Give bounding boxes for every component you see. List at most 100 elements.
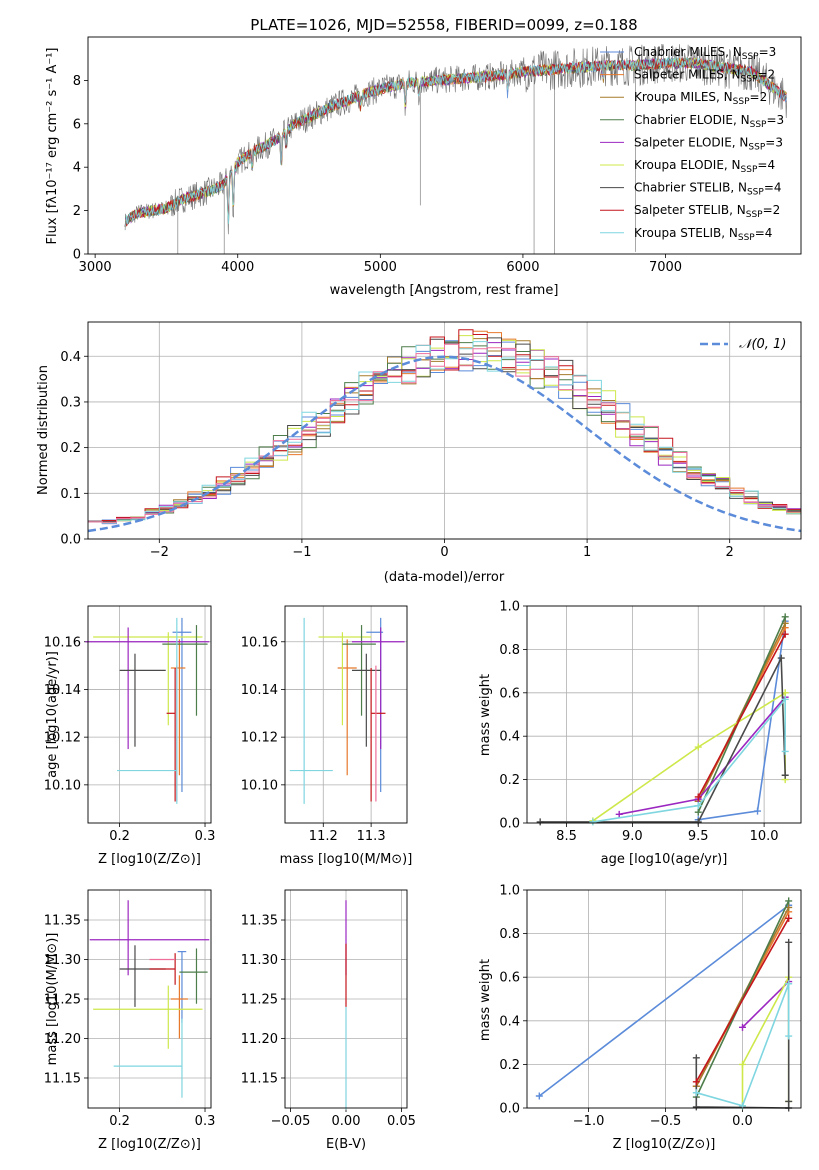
weight-age-ylabel: mass weight	[478, 674, 493, 756]
series-marker-salpeter-elodie	[739, 1023, 747, 1031]
series-marker-kroupa-stelib	[785, 1032, 793, 1040]
y-tick-label: 0	[73, 248, 81, 263]
y-axis-label: age [log10(age/yr)]	[45, 651, 60, 778]
series-marker-chabrier-stelib	[692, 1054, 700, 1062]
y-tick-label: 10.16	[44, 635, 81, 650]
series-marker-salpeter-elodie	[615, 810, 623, 818]
residual-ylabel: Normed distribution	[36, 365, 51, 495]
x-tick-label: 0.3	[195, 1114, 216, 1129]
series-marker-chabrier-stelib	[785, 938, 793, 946]
x-tick-label: 4000	[221, 260, 254, 275]
y-tick-label: 2	[73, 204, 81, 219]
series-line-chabrier-miles	[538, 904, 790, 1097]
x-tick-label: 0.2	[109, 1114, 130, 1129]
y-tick-label: 10.12	[241, 731, 278, 746]
model-spectrum-chabrier-stelib	[124, 57, 787, 227]
series-marker-salpeter-stelib	[785, 914, 793, 922]
y-tick-label: 11.35	[241, 914, 278, 929]
age-vs-mass-panel: 11.2 11.3 10.10 10.12 10.14 10.16 mass [log10(…	[241, 605, 413, 867]
series-marker-kroupa-elodie	[694, 743, 702, 751]
y-tick-label: 0.2	[60, 441, 81, 456]
x-tick-label: 11.2	[309, 829, 338, 844]
weight-vs-age-panel: mass weight 8.5 9.0 9.5 10.0 0.0 0.2 0.4 0.6 0.8…	[478, 600, 802, 867]
y-tick-label: 0.4	[499, 1014, 520, 1029]
x-tick-label: 9.5	[688, 829, 709, 844]
axes-frame	[87, 889, 212, 1109]
mass-vs-ebv-panel: E(B-V) −0.05 0.00 0.05 11.15 11.20 11.25 11.30…	[241, 889, 416, 1152]
series-marker-salpeter-stelib	[692, 1078, 700, 1086]
x-tick-label: 6000	[506, 260, 539, 275]
y-tick-label: 0.0	[499, 1102, 520, 1117]
y-tick-label: 11.20	[241, 1032, 278, 1047]
y-tick-label: 10.10	[241, 778, 278, 793]
y-tick-label: 0.4	[499, 730, 520, 745]
x-tick-label: 0.00	[332, 1114, 361, 1129]
axes-frame	[87, 321, 802, 540]
y-tick-label: 6	[73, 117, 81, 132]
residual-xlabel: (data-model)/error	[384, 570, 505, 585]
histogram-pink	[88, 343, 801, 523]
y-tick-label: 11.15	[44, 1071, 81, 1086]
legend-label: 𝒩(0, 1)	[739, 337, 786, 352]
series-marker-salpeter-stelib	[781, 630, 789, 638]
x-tick-label: 0.3	[195, 829, 216, 844]
series-line-salpeter-elodie	[741, 981, 790, 1028]
ebv-xlabel: E(B-V)	[326, 1137, 366, 1152]
y-tick-label: 0.6	[499, 686, 520, 701]
series-line-kroupa-miles	[697, 623, 786, 802]
series-marker-chabrier-elodie	[781, 613, 789, 621]
x-tick-label: 9.0	[622, 829, 643, 844]
y-tick-label: 10.14	[241, 683, 278, 698]
series-marker-kroupa-elodie	[739, 1060, 747, 1068]
series-marker-chabrier-stelib	[536, 818, 544, 826]
series-line-salpeter-stelib	[695, 917, 790, 1083]
series-marker-kroupa-stelib	[781, 695, 789, 703]
axes-frame	[526, 605, 802, 824]
y-tick-label: 4	[73, 161, 81, 176]
series-line-chabrier-stelib	[540, 657, 786, 823]
y-tick-label: 11.35	[44, 914, 81, 929]
axes-frame	[87, 36, 802, 255]
y-tick-label: 0.8	[499, 643, 520, 658]
legend-label: Salpeter STELIB, NSSP=2	[634, 203, 780, 220]
y-tick-label: 1.0	[499, 600, 520, 615]
x-tick-label: 8.5	[556, 829, 577, 844]
series-marker-chabrier-stelib	[781, 771, 789, 779]
series-marker-kroupa-stelib	[785, 980, 793, 988]
spectrum-ylabel: Flux [fλ10⁻¹⁷ erg cm⁻² s⁻¹ A⁻¹]	[45, 48, 60, 245]
x-tick-label: −2	[150, 545, 169, 560]
legend-label: Salpeter ELODIE, NSSP=3	[634, 135, 783, 152]
legend-label: Kroupa ELODIE, NSSP=4	[634, 158, 775, 175]
x-axis-label: mass [log10(M/M⊙)]	[280, 852, 413, 867]
y-tick-label: 1.0	[499, 884, 520, 899]
x-axis-label: Z [log10(Z/Z⊙)]	[98, 852, 201, 867]
series-marker-chabrier-elodie	[694, 808, 702, 816]
y-tick-label: 10.12	[44, 731, 81, 746]
series-line-kroupa-stelib	[696, 983, 790, 1107]
series-line-salpeter-stelib	[697, 633, 786, 798]
series-marker-chabrier-miles	[535, 1092, 543, 1100]
series-marker-chabrier-stelib	[785, 1097, 793, 1105]
x-tick-label: 11.3	[357, 829, 386, 844]
series-marker-chabrier-stelib	[777, 654, 785, 662]
axes-frame	[284, 605, 408, 824]
y-tick-label: 8	[73, 74, 81, 89]
model-spectrum-kroupa-stelib	[124, 56, 787, 227]
series-marker-kroupa-stelib	[589, 818, 597, 826]
series-marker-chabrier-stelib	[692, 1103, 700, 1111]
y-tick-label: 0.4	[60, 350, 81, 365]
y-tick-label: 0.3	[60, 395, 81, 410]
y-tick-label: 0.2	[499, 1058, 520, 1073]
x-axis-label: age [log10(age/yr)]	[601, 852, 728, 867]
y-tick-label: 10.14	[44, 683, 81, 698]
x-axis-label: Z [log10(Z/Z⊙)]	[613, 1137, 716, 1152]
x-tick-label: −1.0	[573, 1114, 605, 1129]
y-tick-label: 0.0	[60, 533, 81, 548]
x-tick-label: −0.5	[650, 1114, 682, 1129]
series-line-kroupa-miles	[695, 907, 790, 1087]
spectrum-panel: PLATE=1026, MJD=52558, FIBERID=0099, z=0…	[45, 16, 802, 298]
legend-label: Chabrier STELIB, NSSP=4	[634, 181, 782, 198]
y-tick-label: 10.16	[241, 635, 278, 650]
y-tick-label: 11.30	[241, 953, 278, 968]
x-tick-label: 3000	[79, 260, 112, 275]
